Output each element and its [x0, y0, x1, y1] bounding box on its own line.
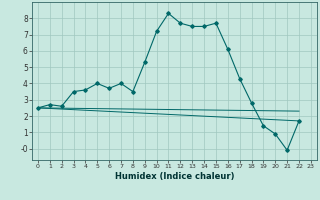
X-axis label: Humidex (Indice chaleur): Humidex (Indice chaleur) [115, 172, 234, 181]
